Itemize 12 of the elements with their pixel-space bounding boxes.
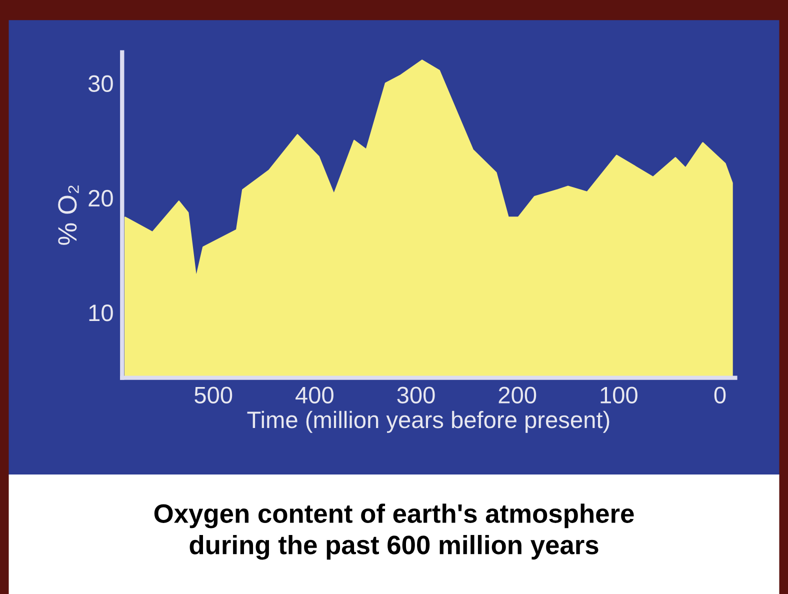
x-tick-label: 500 [194,386,232,404]
x-tick-label: 300 [397,386,435,404]
x-tick-label: 100 [600,386,638,404]
y-tick-label: 10 [89,304,113,322]
text: Oxygen content of earth's atmosphere during the past 600 million years [154,504,634,560]
y-axis-title: % O₂ [58,186,79,245]
x-tick-label: 200 [498,386,536,404]
x-axis-title: Time (million years before present) [247,410,610,433]
y-tick-label: 20 [88,190,113,207]
y-tick-label: 30 [88,75,113,92]
x-tick-label: 0 [714,386,726,404]
x-tick-label: 400 [296,386,334,404]
